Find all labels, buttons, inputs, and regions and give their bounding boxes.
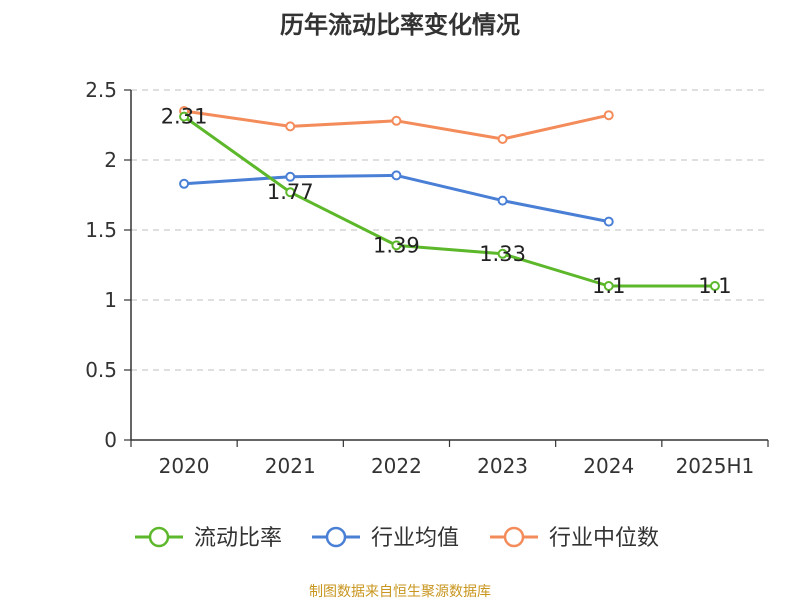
data-point [391, 170, 402, 181]
data-point [497, 134, 508, 144]
chart-title: 历年流动比率变化情况 [280, 11, 520, 39]
source-note: 制图数据来自恒生聚源数据库 [309, 584, 491, 600]
data-point [497, 248, 508, 259]
data-label: 1.1 [698, 274, 731, 298]
data-point [497, 195, 508, 206]
data-point [603, 110, 614, 121]
data-point [285, 187, 296, 198]
y-tick-label: 0.5 [85, 358, 117, 382]
data-point [179, 111, 190, 122]
y-tick-label: 1 [104, 288, 117, 312]
x-tick-label: 2022 [371, 454, 422, 478]
x-tick-label: 2025H1 [676, 454, 755, 478]
legend-label: 行业均值 [371, 526, 459, 551]
data-label: 2.31 [161, 105, 208, 129]
data-point [391, 240, 402, 251]
legend-marker-icon [503, 526, 525, 548]
y-tick-label: 1.5 [85, 218, 117, 242]
data-point [285, 171, 296, 182]
data-point [391, 115, 402, 126]
data-label: 1.77 [267, 180, 314, 204]
series-line [183, 173, 610, 224]
legend-label: 行业中位数 [549, 526, 659, 551]
x-tick-label: 2023 [477, 454, 528, 478]
x-tick-label: 2020 [159, 454, 210, 478]
legend-label: 流动比率 [194, 526, 282, 551]
y-tick-label: 2.5 [85, 78, 117, 102]
legend-marker-icon [148, 526, 170, 548]
x-tick-label: 2024 [583, 454, 634, 478]
y-tick-label: 2 [104, 148, 117, 172]
data-point [709, 281, 720, 291]
data-point [285, 121, 296, 132]
data-point [603, 281, 614, 291]
legend-marker-icon [325, 526, 347, 548]
data-point [603, 216, 614, 227]
series-line [183, 115, 715, 288]
y-tick-label: 0 [104, 428, 117, 452]
data-label: 1.39 [373, 233, 420, 257]
data-point [179, 178, 190, 189]
data-label: 1.1 [592, 274, 625, 298]
data-label: 1.33 [479, 242, 526, 266]
x-tick-label: 2021 [265, 454, 316, 478]
